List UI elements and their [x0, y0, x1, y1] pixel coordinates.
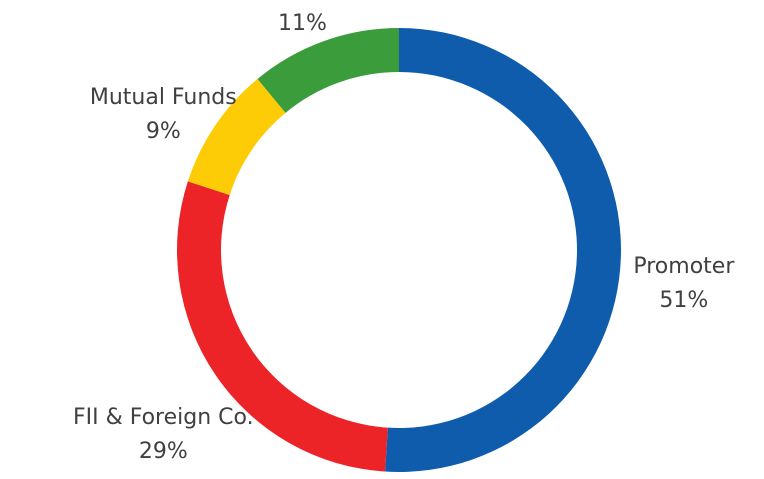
- donut-segment: [176, 181, 388, 472]
- donut-segment: [187, 78, 286, 195]
- category-label: Mutual Funds: [90, 85, 237, 110]
- value-label: 11%: [278, 11, 327, 36]
- value-label: 29%: [139, 439, 188, 464]
- category-label: Promoter: [633, 254, 735, 279]
- donut-segment: [385, 28, 622, 472]
- value-label: 9%: [146, 119, 181, 144]
- category-label: Public: [270, 0, 335, 2]
- category-label: FII & Foreign Co.: [73, 405, 254, 430]
- value-label: 51%: [659, 288, 708, 313]
- donut-segment: [257, 28, 399, 113]
